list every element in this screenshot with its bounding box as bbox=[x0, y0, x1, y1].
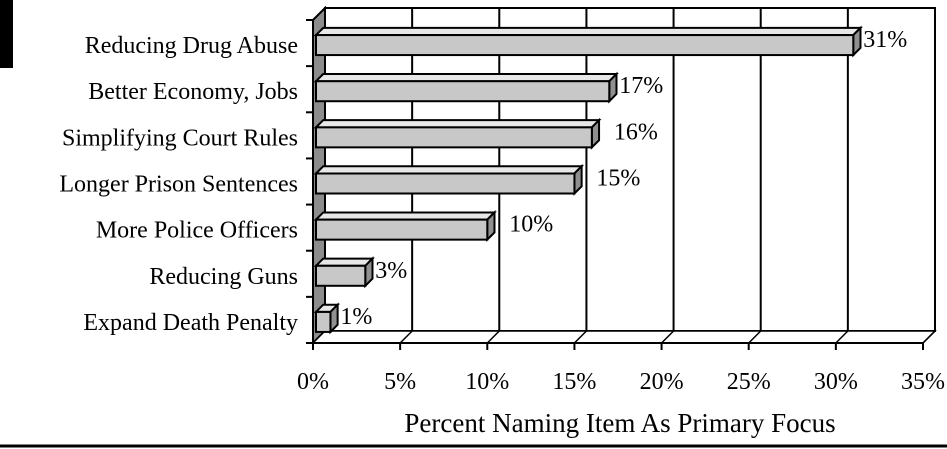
gridline-floor bbox=[922, 330, 936, 344]
bar-front bbox=[315, 80, 611, 103]
gridline-floor bbox=[486, 330, 500, 344]
category-label: More Police Officers bbox=[96, 218, 298, 244]
bar bbox=[313, 163, 585, 196]
bars bbox=[313, 25, 863, 335]
bar bbox=[313, 117, 602, 150]
data-label: 16% bbox=[614, 119, 658, 145]
bar-front bbox=[315, 264, 367, 287]
y-ticks bbox=[306, 19, 313, 344]
x-tick-label: 10% bbox=[465, 369, 509, 395]
x-tick-label: 5% bbox=[384, 369, 416, 395]
x-tick-labels: 0% 5% 10% 15% 20% 25% 30% 35% bbox=[297, 369, 945, 395]
x-tick-label: 30% bbox=[814, 369, 858, 395]
bar-front bbox=[315, 310, 332, 333]
x-tick-label: 20% bbox=[640, 369, 684, 395]
x-tick-label: 15% bbox=[552, 369, 596, 395]
data-label: 17% bbox=[619, 73, 663, 99]
bar bbox=[313, 25, 863, 58]
bar bbox=[313, 71, 619, 104]
bar-top bbox=[313, 73, 619, 83]
category-label: Reducing Drug Abuse bbox=[85, 33, 298, 59]
category-label: Better Economy, Jobs bbox=[88, 79, 298, 105]
data-label: 31% bbox=[863, 27, 907, 53]
bar bbox=[313, 302, 341, 335]
bar-top bbox=[313, 119, 602, 129]
bar-front bbox=[315, 126, 593, 149]
gridline-floor bbox=[399, 330, 413, 344]
category-label: Longer Prison Sentences bbox=[59, 172, 298, 198]
x-tick-label: 0% bbox=[297, 369, 329, 395]
bar-front bbox=[315, 34, 855, 57]
bar bbox=[313, 210, 497, 243]
gridline-floor bbox=[573, 330, 587, 344]
bar-top bbox=[313, 165, 585, 175]
gridline-floor bbox=[835, 330, 849, 344]
data-label: 15% bbox=[596, 166, 640, 192]
bar-top bbox=[313, 26, 863, 37]
data-label: 3% bbox=[375, 258, 407, 284]
category-label: Simplifying Court Rules bbox=[62, 125, 298, 151]
category-label: Reducing Guns bbox=[149, 264, 298, 290]
x-tick-label: 35% bbox=[901, 369, 945, 395]
data-label: 1% bbox=[340, 304, 372, 330]
category-label: Expand Death Penalty bbox=[83, 310, 298, 336]
gridline-floor bbox=[661, 330, 675, 344]
bar bbox=[313, 256, 375, 289]
category-labels: Reducing Drug Abuse Better Economy, Jobs S… bbox=[59, 33, 298, 336]
bar-top bbox=[313, 257, 375, 267]
gridline-floor bbox=[748, 330, 762, 344]
x-axis-title: Percent Naming Item As Primary Focus bbox=[404, 408, 835, 438]
x-tick-label: 25% bbox=[727, 369, 771, 395]
data-label: 10% bbox=[509, 212, 553, 238]
bar-top bbox=[313, 211, 497, 221]
x-ticks bbox=[312, 343, 924, 350]
corner-tab bbox=[0, 0, 13, 68]
data-labels: 31% 17% 16% 15% 10% 3%1% bbox=[340, 27, 907, 330]
bar-front bbox=[315, 218, 489, 241]
bar-front bbox=[315, 172, 576, 195]
